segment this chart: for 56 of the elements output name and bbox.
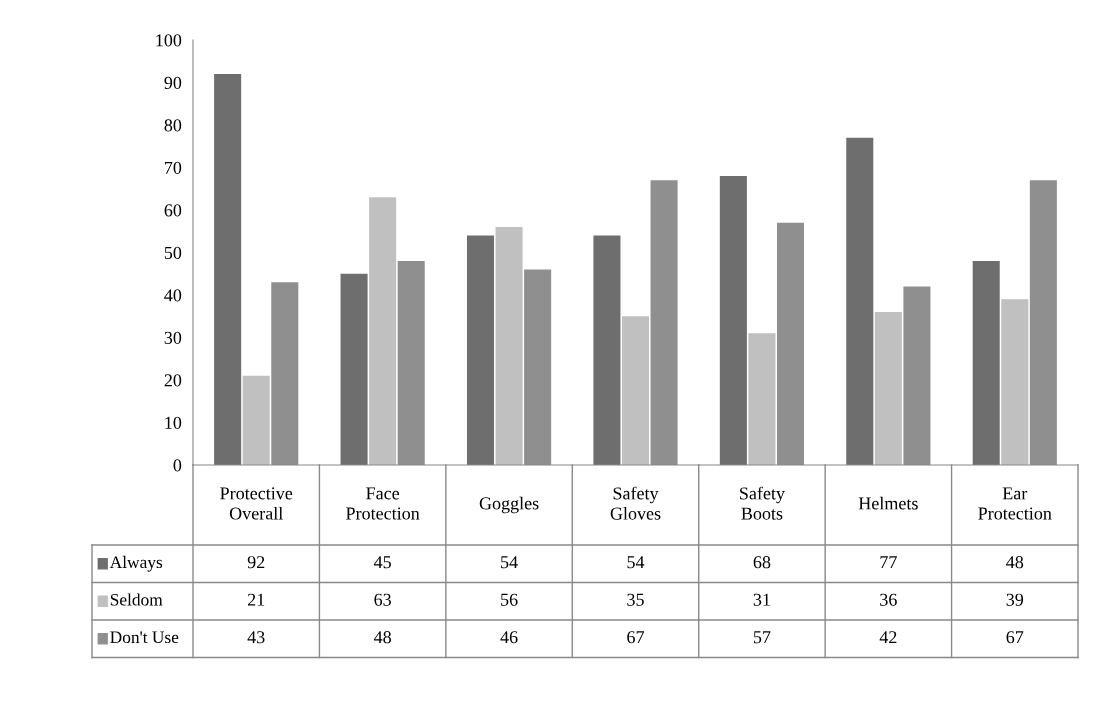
data-label: 48 — [373, 631, 391, 644]
bar — [495, 227, 523, 465]
data-label: 36 — [880, 593, 897, 606]
data-label: 39 — [1006, 593, 1024, 606]
data-label: 68 — [753, 556, 771, 569]
x-tick-label: Helmets — [858, 496, 918, 510]
legend-label: Seldom — [110, 593, 163, 606]
data-label: 77 — [880, 556, 897, 569]
data-label: 46 — [500, 631, 518, 644]
data-label: 57 — [753, 631, 771, 644]
bar — [1001, 299, 1029, 465]
y-tick-label: 40 — [164, 289, 182, 302]
y-tick-label: 50 — [164, 246, 182, 259]
data-label: 56 — [501, 593, 518, 606]
data-label: 92 — [247, 556, 265, 569]
bar — [369, 197, 397, 465]
data-label: 54 — [501, 556, 518, 569]
bar — [340, 273, 368, 465]
x-tick-label: Safety Boots — [740, 486, 785, 520]
y-tick-label: 60 — [164, 204, 182, 217]
bar — [466, 235, 495, 465]
data-label: 35 — [627, 593, 644, 606]
data-label: 45 — [373, 556, 391, 569]
y-tick-label: 30 — [164, 331, 182, 344]
y-tick-label: 20 — [164, 374, 182, 387]
x-tick-label: Protective Overall — [220, 487, 293, 520]
data-label: 67 — [627, 631, 645, 644]
bar — [719, 176, 747, 465]
legend-label: Don't Use — [110, 631, 179, 644]
y-tick-label: 90 — [164, 76, 182, 89]
bar — [214, 74, 242, 465]
bar — [593, 235, 621, 465]
bar — [621, 316, 650, 465]
legend-label: Always — [109, 555, 163, 572]
x-tick-label: Ear Protection — [978, 487, 1052, 520]
data-label: 63 — [374, 593, 391, 606]
bar — [874, 312, 902, 465]
bar — [748, 333, 776, 465]
y-tick-label: 0 — [173, 459, 182, 472]
x-tick-label: Safety Gloves — [610, 486, 661, 520]
data-label: 48 — [1006, 556, 1024, 569]
bar — [242, 375, 270, 465]
data-label: 67 — [1006, 631, 1024, 644]
x-tick-label: Goggles — [479, 496, 539, 514]
data-label: 31 — [753, 593, 770, 606]
x-tick-label: Face Protection — [346, 487, 420, 520]
bar — [846, 137, 874, 465]
data-label: 42 — [879, 631, 897, 644]
y-tick-label: 10 — [165, 416, 182, 429]
data-label: 43 — [247, 631, 265, 644]
y-tick-label: 80 — [164, 119, 182, 132]
bar — [972, 261, 1000, 465]
y-tick-label: 70 — [165, 161, 182, 174]
data-label: 21 — [247, 593, 265, 606]
data-label: 54 — [627, 556, 645, 569]
y-tick-label: 100 — [156, 34, 182, 47]
